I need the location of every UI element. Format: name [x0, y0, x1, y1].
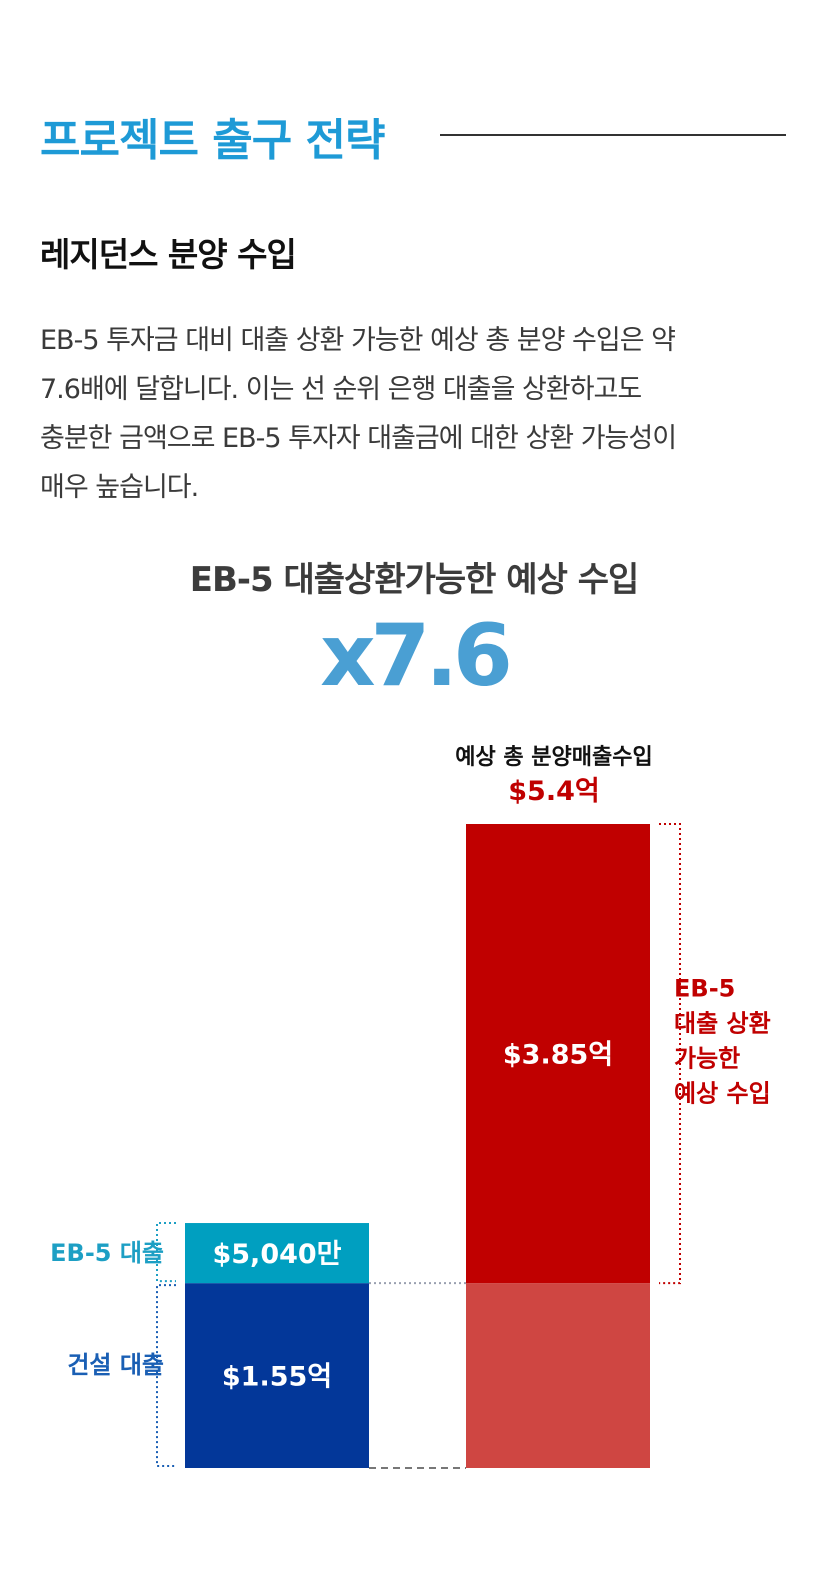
eb5-loan-bracket: [156, 1222, 176, 1283]
repayable-revenue-label-line-4: 예상 수입: [674, 1080, 771, 1108]
bar-revenue-base: [466, 1283, 650, 1468]
description-line-1: EB-5 투자금 대비 대출 상환 가능한 예상 총 분양 수입은 약: [40, 325, 676, 356]
repayable-revenue-label-line-1: EB-5: [674, 975, 735, 1003]
description-line-3: 충분한 금액으로 EB-5 투자자 대출금에 대한 상환 가능성이: [40, 423, 677, 454]
section-title: 프로젝트 출구 전략: [40, 115, 385, 166]
eb5-loan-side-label: EB-5 대출: [50, 1239, 164, 1267]
sub-title: 레지던스 분양 수입: [40, 235, 297, 274]
title-divider: [440, 134, 786, 136]
loan-revenue-chart: $5,040만 $1.55억 $3.85억 EB-5 대출 건설 대출 예상 총…: [50, 745, 779, 1469]
construction-loan-side-label: 건설 대출: [67, 1351, 164, 1379]
revenue-bracket: [659, 823, 681, 1285]
description-line-4: 매우 높습니다.: [40, 472, 199, 503]
eb5-loan-value-label: $5,040만: [212, 1239, 341, 1270]
total-revenue-label: 예상 총 분양매출수입: [455, 745, 652, 770]
multiplier-value: x7.6: [320, 606, 513, 706]
bar-revenue-repayable: [466, 824, 650, 1284]
description-paragraph: EB-5 투자금 대비 대출 상환 가능한 예상 총 분양 수입은 약 7.6배…: [40, 316, 800, 512]
total-revenue-value: $5.4억: [508, 776, 599, 807]
repayable-revenue-label-line-2: 대출 상환: [674, 1010, 771, 1038]
bar-construction-loan: [185, 1283, 369, 1468]
repayable-revenue-label-line-3: 가능한: [674, 1045, 740, 1073]
chart-heading: EB-5 대출상환가능한 예상 수입: [189, 560, 640, 600]
repayable-revenue-side-label: EB-5 대출 상환 가능한 예상 수입: [674, 975, 779, 1108]
description-line-2: 7.6배에 달합니다. 이는 선 순위 은행 대출을 상환하고도: [40, 374, 642, 405]
construction-loan-value-label: $1.55억: [222, 1362, 332, 1393]
repayable-revenue-value-label: $3.85억: [503, 1040, 613, 1071]
bar-eb5-loan: [185, 1223, 369, 1284]
